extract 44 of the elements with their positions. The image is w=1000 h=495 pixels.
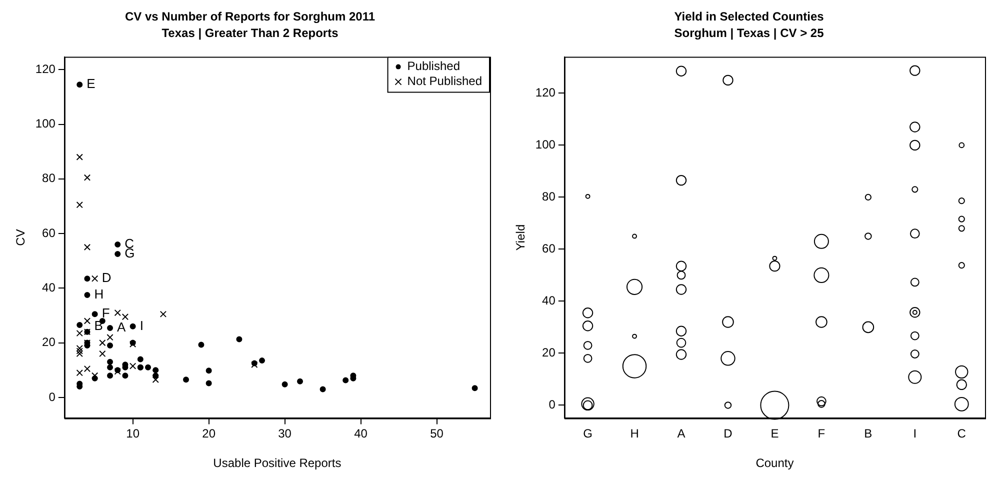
y-tick-label: 40 — [42, 280, 56, 294]
y-tick-label: 20 — [542, 346, 556, 360]
x-tick-label: B — [864, 426, 872, 441]
x-tick-label: E — [770, 426, 779, 441]
y-tick-label: 80 — [542, 190, 556, 204]
y-tick-label: 60 — [542, 242, 556, 256]
x-tick-label: D — [724, 426, 733, 441]
annotation: A — [117, 320, 126, 335]
y-tick-label: 100 — [535, 138, 556, 152]
y-axis-title: Yield — [514, 224, 528, 251]
x-tick-label: 20 — [202, 426, 216, 441]
annotation: H — [94, 286, 104, 302]
annotation: D — [102, 270, 112, 286]
legend-label: Published — [407, 59, 460, 74]
annotation: I — [140, 318, 144, 333]
y-tick-label: 60 — [42, 226, 56, 240]
y-tick-label: 120 — [35, 62, 56, 76]
y-tick-label: 20 — [42, 335, 56, 350]
x-tick-label: G — [583, 426, 592, 441]
chart-subtitle: Sorghum | Texas | CV > 25 — [674, 26, 824, 40]
x-tick-label: I — [913, 426, 917, 441]
x-axis-title: County — [756, 456, 794, 470]
x-tick-label: H — [630, 426, 639, 441]
x-tick-label: 50 — [430, 426, 444, 441]
y-tick-label: 80 — [42, 171, 56, 186]
chart-subtitle: Texas | Greater Than 2 Reports — [162, 26, 339, 40]
annotation: F — [102, 306, 110, 321]
x-tick-label: C — [957, 426, 966, 441]
y-tick-label: 0 — [48, 390, 56, 404]
y-tick-label: 0 — [548, 398, 556, 412]
y-tick-label: 120 — [535, 86, 556, 100]
x-tick-label: 30 — [278, 426, 292, 441]
x-tick-label: A — [677, 426, 686, 441]
y-tick-label: 100 — [35, 116, 56, 131]
x-tick-label: F — [818, 426, 826, 441]
x-axis-title: Usable Positive Reports — [213, 456, 342, 470]
x-tick-label: 40 — [354, 426, 368, 441]
x-tick-label: 10 — [126, 426, 140, 441]
chart-title: Yield in Selected Counties — [674, 10, 824, 24]
y-axis-title: CV — [14, 229, 28, 246]
chart-title: CV vs Number of Reports for Sorghum 2011 — [124, 10, 376, 24]
annotation: E — [86, 76, 96, 92]
legend-label: Not Published — [407, 74, 482, 88]
y-tick-label: 40 — [542, 294, 556, 308]
